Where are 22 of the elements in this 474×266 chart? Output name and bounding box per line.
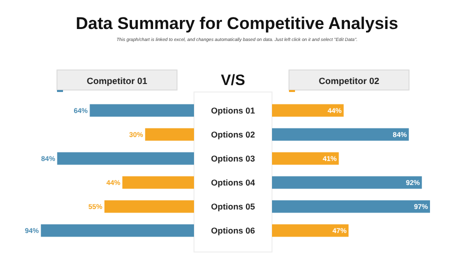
bar (145, 128, 194, 141)
bar (272, 224, 349, 237)
y-tick-label: Options 01 (211, 105, 256, 116)
bar (122, 176, 194, 189)
y-tick-label: Options 03 (211, 153, 256, 164)
bar (272, 104, 344, 117)
y-tick-label: Options 04 (211, 178, 256, 188)
bar (104, 200, 194, 213)
bar (57, 152, 194, 165)
text: V/S (220, 72, 246, 89)
bar (272, 176, 422, 189)
bar (272, 200, 430, 213)
bar (40, 224, 194, 237)
bar (272, 128, 409, 141)
y-tick-label: Options 02 (211, 129, 256, 140)
text: Competitor 02 (318, 76, 380, 86)
y-tick-label: Options 05 (211, 202, 256, 212)
bar (272, 152, 339, 165)
y-tick-label: Options 06 (211, 226, 256, 236)
text: Competitor 01 (86, 76, 148, 86)
text: Data Summary for Competitive Analysis (76, 14, 398, 33)
bar (90, 104, 194, 117)
